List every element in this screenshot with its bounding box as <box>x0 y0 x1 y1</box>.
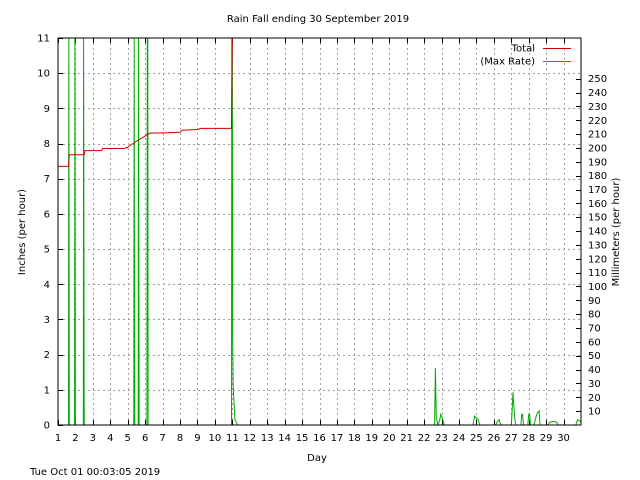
y2-tick-label: 230 <box>588 102 607 113</box>
x-tick-label: 19 <box>365 433 378 444</box>
y-tick-label: 9 <box>44 104 50 115</box>
timestamp-label: Tue Oct 01 00:03:05 2019 <box>29 467 160 478</box>
x-tick-label: 17 <box>331 433 344 444</box>
x-tick-label: 5 <box>125 433 131 444</box>
series-line-total <box>58 37 233 167</box>
y2-tick-label: 40 <box>588 365 601 376</box>
y-tick-label: 5 <box>44 245 50 256</box>
chart-title: Rain Fall ending 30 September 2019 <box>227 14 409 25</box>
y2-tick-label: 80 <box>588 310 601 321</box>
x-tick-label: 8 <box>177 433 183 444</box>
x-tick-label: 16 <box>313 433 326 444</box>
y-tick-label: 11 <box>37 34 50 45</box>
legend-label: Total <box>511 44 535 55</box>
y2-tick-label: 30 <box>588 379 601 390</box>
y2-tick-label: 100 <box>588 282 607 293</box>
x-tick-label: 22 <box>418 433 431 444</box>
y2-tick-label: 220 <box>588 116 607 127</box>
y-axis-label: Inches (per hour) <box>17 189 28 275</box>
x-tick-label: 27 <box>505 433 518 444</box>
y2-tick-label: 180 <box>588 171 607 182</box>
series-lines <box>58 37 582 427</box>
x-tick-label: 2 <box>72 433 78 444</box>
x-tick-label: 3 <box>90 433 96 444</box>
y2-tick-label: 120 <box>588 254 607 265</box>
x-tick-label: 12 <box>243 433 256 444</box>
grid-lines <box>58 38 581 425</box>
x-tick-label: 28 <box>522 433 535 444</box>
y2-tick-label: 10 <box>588 407 601 418</box>
y2-tick-label: 170 <box>588 185 607 196</box>
y-tick-label: 4 <box>44 280 50 291</box>
x-tick-label: 26 <box>487 433 500 444</box>
y2-tick-label: 110 <box>588 268 607 279</box>
y2-tick-label: 90 <box>588 296 601 307</box>
x-tick-label: 25 <box>470 433 483 444</box>
y2-tick-label: 150 <box>588 213 607 224</box>
x-tick-label: 23 <box>435 433 448 444</box>
x-tick-label: 21 <box>400 433 413 444</box>
y2-tick-label: 60 <box>588 337 601 348</box>
x-tick-label: 11 <box>226 433 239 444</box>
y2-tick-label: 70 <box>588 324 601 335</box>
y2-tick-label: 190 <box>588 157 607 168</box>
y2-tick-label: 210 <box>588 130 607 141</box>
x-tick-label: 24 <box>453 433 466 444</box>
plot-frame <box>57 37 582 426</box>
x-tick-label: 9 <box>194 433 200 444</box>
series-line-maxrate <box>58 37 582 427</box>
axis-ticks: 1 2 3 4 5 6 7 8 9 10 11 12 13 14 15 16 17 18 19 20 21 22 23 24 2… <box>37 34 607 445</box>
x-tick-label: 14 <box>278 433 291 444</box>
y2-tick-label: 160 <box>588 199 607 210</box>
legend: Total (Max Rate) <box>480 44 571 68</box>
y-tick-label: 1 <box>44 385 50 396</box>
x-tick-label: 13 <box>261 433 274 444</box>
x-tick-label: 18 <box>348 433 361 444</box>
y2-tick-label: 140 <box>588 227 607 238</box>
y-tick-label: 8 <box>44 139 50 150</box>
y2-tick-label: 20 <box>588 393 601 404</box>
x-tick-label: 1 <box>55 433 61 444</box>
legend-label: (Max Rate) <box>480 57 535 68</box>
y-tick-label: 0 <box>44 421 50 432</box>
y2-tick-label: 240 <box>588 88 607 99</box>
x-tick-label: 4 <box>107 433 113 444</box>
x-tick-label: 29 <box>540 433 553 444</box>
x-tick-label: 10 <box>209 433 222 444</box>
y-tick-label: 10 <box>37 69 50 80</box>
y-tick-label: 6 <box>44 209 50 220</box>
y-tick-label: 2 <box>44 350 50 361</box>
x-axis-label: Day <box>307 453 327 464</box>
y2-tick-label: 200 <box>588 143 607 154</box>
x-tick-label: 20 <box>383 433 396 444</box>
x-tick-label: 15 <box>296 433 309 444</box>
y-tick-label: 7 <box>44 174 50 185</box>
y2-tick-label: 250 <box>588 74 607 85</box>
y2-tick-label: 50 <box>588 351 601 362</box>
x-tick-label: 7 <box>159 433 165 444</box>
y2-axis-label: Millimeters (per hour) <box>611 178 622 287</box>
y2-tick-label: 130 <box>588 240 607 251</box>
x-tick-label: 30 <box>557 433 570 444</box>
x-tick-label: 6 <box>142 433 148 444</box>
y-tick-label: 3 <box>44 315 50 326</box>
